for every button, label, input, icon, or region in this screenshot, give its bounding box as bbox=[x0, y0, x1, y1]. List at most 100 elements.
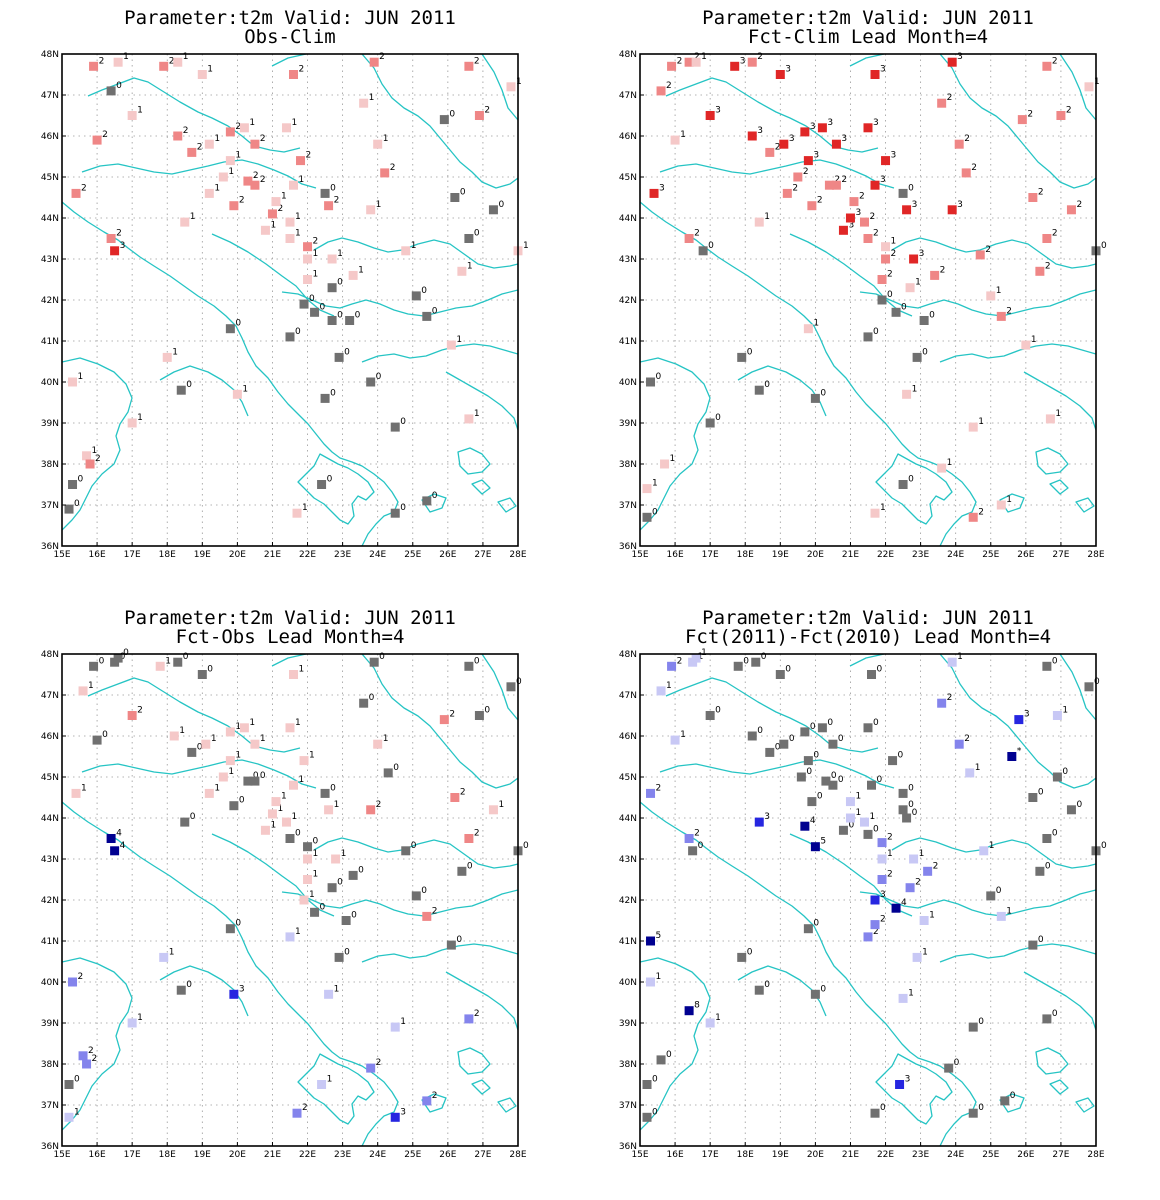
station-marker bbox=[898, 480, 908, 489]
station-marker bbox=[902, 205, 912, 215]
station-marker bbox=[390, 508, 400, 518]
lon-tick-label: 26E bbox=[1017, 1150, 1034, 1160]
station-marker bbox=[870, 1108, 880, 1118]
station-marker bbox=[457, 266, 467, 276]
station-marker bbox=[754, 985, 764, 995]
gridlines bbox=[62, 54, 518, 546]
station-value: 2 bbox=[334, 196, 340, 206]
station-value: 2 bbox=[474, 829, 480, 839]
station-value: 1 bbox=[334, 984, 340, 994]
station-value: 0 bbox=[235, 919, 241, 929]
station-value: 0 bbox=[393, 763, 399, 773]
station-value: 1 bbox=[295, 212, 301, 222]
lat-tick-label: 43N bbox=[41, 855, 59, 865]
station-marker bbox=[1007, 752, 1017, 761]
station-value: 1 bbox=[1006, 906, 1012, 916]
lon-tick-label: 23E bbox=[334, 550, 351, 560]
station-marker bbox=[845, 813, 855, 823]
lon-tick-label: 19E bbox=[772, 550, 789, 560]
station-value: 2 bbox=[197, 142, 203, 152]
lon-tick-label: 28E bbox=[509, 1150, 526, 1160]
station-marker bbox=[881, 254, 891, 264]
station-value: 2 bbox=[169, 56, 175, 66]
station-marker bbox=[180, 217, 190, 227]
station-value: 2 bbox=[260, 134, 266, 144]
station-marker bbox=[775, 670, 785, 679]
station-marker bbox=[905, 283, 915, 293]
station-value: 0 bbox=[922, 347, 928, 357]
station-value: 1 bbox=[211, 734, 217, 744]
station-value: 0 bbox=[1101, 841, 1107, 851]
station-marker bbox=[113, 57, 123, 67]
station-marker bbox=[64, 1080, 74, 1089]
station-value: 3 bbox=[789, 134, 795, 144]
station-marker bbox=[737, 352, 747, 362]
station-value: 1 bbox=[92, 446, 98, 456]
station-value: 2 bbox=[775, 142, 781, 152]
station-marker bbox=[176, 985, 186, 995]
station-marker bbox=[422, 496, 432, 506]
station-marker bbox=[796, 772, 806, 782]
station-value: 1 bbox=[474, 409, 480, 419]
lon-tick-label: 20E bbox=[807, 550, 824, 560]
station-marker bbox=[64, 504, 74, 514]
lat-tick-label: 36N bbox=[619, 542, 637, 552]
station-marker bbox=[684, 57, 694, 67]
station-value: 1 bbox=[309, 890, 315, 900]
lon-tick-label: 18E bbox=[159, 1150, 176, 1160]
station-value: 0 bbox=[78, 475, 84, 485]
station-value: 0 bbox=[715, 706, 721, 716]
lat-tick-label: 42N bbox=[41, 896, 59, 906]
station-marker bbox=[506, 682, 516, 692]
station-marker bbox=[229, 989, 239, 999]
station-value: 1 bbox=[183, 52, 189, 62]
station-value: 1 bbox=[207, 65, 213, 75]
plot-area: 0012122202311121211021111212011222121111… bbox=[41, 50, 529, 560]
station-value: 2 bbox=[933, 861, 939, 871]
lat-tick-label: 38N bbox=[41, 1060, 59, 1070]
lon-tick-label: 16E bbox=[667, 1150, 684, 1160]
station-marker bbox=[670, 135, 680, 145]
station-value: 3 bbox=[785, 65, 791, 75]
station-marker bbox=[838, 225, 848, 235]
station-marker bbox=[464, 1014, 474, 1024]
station-marker bbox=[881, 156, 891, 166]
station-value: 3 bbox=[813, 151, 819, 161]
panel-subtitle: Fct-Clim Lead Month=4 bbox=[748, 26, 988, 48]
station-value: 0 bbox=[355, 311, 361, 321]
station-marker bbox=[204, 188, 214, 198]
station-value: 1 bbox=[299, 665, 305, 675]
station-value: 1 bbox=[74, 1107, 80, 1117]
lat-tick-label: 36N bbox=[41, 542, 59, 552]
station-value: 1 bbox=[172, 347, 178, 357]
station-marker bbox=[267, 809, 277, 819]
station-marker bbox=[411, 291, 421, 301]
station-marker bbox=[173, 657, 183, 667]
station-marker bbox=[450, 193, 460, 202]
station-value: 1 bbox=[137, 106, 143, 116]
station-marker bbox=[127, 111, 137, 120]
station-marker bbox=[870, 70, 880, 79]
station-value: 1 bbox=[869, 812, 875, 822]
station-value: 1 bbox=[242, 384, 248, 394]
station-value: 1 bbox=[919, 849, 925, 859]
station-value: 2 bbox=[869, 212, 875, 222]
station-value: 3 bbox=[957, 200, 963, 210]
station-marker bbox=[807, 797, 817, 807]
lat-tick-label: 37N bbox=[619, 1101, 637, 1111]
station-marker bbox=[902, 389, 912, 399]
station-value: 2 bbox=[1076, 200, 1082, 210]
station-value: 2 bbox=[834, 175, 840, 185]
station-value: 0 bbox=[978, 1017, 984, 1027]
station-marker bbox=[754, 217, 764, 227]
station-value: 0 bbox=[666, 1050, 672, 1060]
station-value: 0 bbox=[880, 1103, 886, 1113]
station-marker bbox=[359, 98, 369, 108]
station-value: 0 bbox=[456, 935, 462, 945]
station-marker bbox=[996, 500, 1006, 510]
station-marker bbox=[225, 127, 235, 137]
station-value: 0 bbox=[764, 980, 770, 990]
station-marker bbox=[810, 842, 820, 852]
station-value: 1 bbox=[260, 734, 266, 744]
station-value: 2 bbox=[137, 706, 143, 716]
